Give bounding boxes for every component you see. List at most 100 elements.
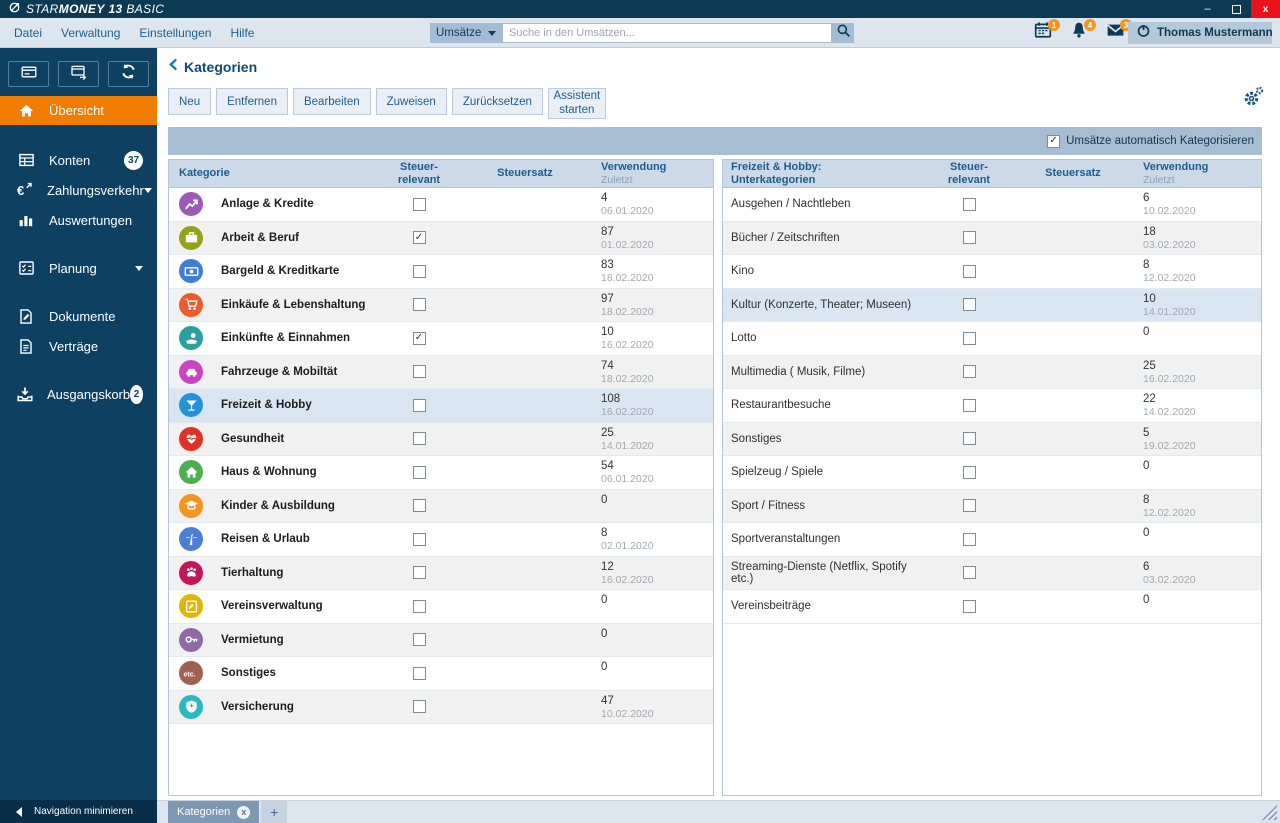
tax-relevant-checkbox[interactable] [962, 298, 976, 312]
menu-item-hilfe[interactable]: Hilfe [230, 25, 255, 40]
sidebar-item-dokumente[interactable]: Dokumente [0, 301, 157, 331]
tax-relevant-checkbox[interactable] [962, 566, 976, 580]
table-row[interactable]: Vereinsverwaltung 0 [169, 590, 713, 624]
restore-button[interactable] [1222, 0, 1251, 18]
zurücksetzen-button[interactable]: Zurücksetzen [451, 88, 543, 115]
table-row[interactable]: Sonstiges 5 19.02.2020 [723, 422, 1261, 456]
column-header-verwendung[interactable]: Verwendung Zuletzt [1143, 160, 1209, 186]
tax-relevant-checkbox[interactable] [412, 331, 426, 345]
sidebar-item-konten[interactable]: Konten 37 [0, 145, 157, 175]
column-header-steuerrelevant[interactable]: Steuer-relevant [397, 160, 441, 186]
table-row[interactable]: etc. Sonstiges 0 [169, 657, 713, 691]
tax-relevant-checkbox[interactable] [412, 465, 426, 479]
tax-relevant-checkbox[interactable] [412, 432, 426, 446]
column-header-steuersatz[interactable]: Steuersatz [1045, 167, 1101, 180]
table-row[interactable]: Lotto 0 [723, 322, 1261, 356]
tax-relevant-checkbox[interactable] [412, 700, 426, 714]
neu-button[interactable]: Neu [168, 88, 212, 115]
table-row[interactable]: Streaming-Dienste (Netflix, Spotify etc.… [723, 556, 1261, 590]
tax-relevant-checkbox[interactable] [962, 532, 976, 546]
tax-relevant-checkbox[interactable] [412, 231, 426, 245]
resize-grip[interactable] [1262, 805, 1277, 820]
table-row[interactable]: Tierhaltung 12 16.02.2020 [169, 556, 713, 590]
search-scope-dropdown[interactable]: Umsätze [430, 23, 502, 43]
table-row[interactable]: Kino 8 12.02.2020 [723, 255, 1261, 289]
tax-relevant-checkbox[interactable] [962, 465, 976, 479]
minimize-button[interactable]: – [1204, 3, 1211, 15]
table-row[interactable]: Gesundheit 25 14.01.2020 [169, 422, 713, 456]
tax-relevant-checkbox[interactable] [412, 599, 426, 613]
sidebar-item-auswertungen[interactable]: Auswertungen [0, 205, 157, 235]
menu-item-verwaltung[interactable]: Verwaltung [61, 25, 121, 40]
column-header-kategorie[interactable]: Kategorie [179, 167, 230, 180]
table-row[interactable]: Kinder & Ausbildung 0 [169, 489, 713, 523]
table-row[interactable]: Sportveranstaltungen 0 [723, 523, 1261, 557]
table-row[interactable]: Anlage & Kredite 4 06.01.2020 [169, 188, 713, 222]
tax-relevant-checkbox[interactable] [412, 499, 426, 513]
table-row[interactable]: Bargeld & Kreditkarte 83 18.02.2020 [169, 255, 713, 289]
user-menu[interactable]: Thomas Mustermann [1128, 22, 1273, 44]
table-row[interactable]: Vereinsbeiträge 0 [723, 590, 1261, 624]
tax-relevant-checkbox[interactable] [962, 499, 976, 513]
sidebar-item-verträge[interactable]: Verträge [0, 331, 157, 361]
tax-relevant-checkbox[interactable] [412, 298, 426, 312]
tax-relevant-checkbox[interactable] [412, 398, 426, 412]
sidebar-item-ausgangskorb[interactable]: Ausgangskorb 2 [0, 379, 157, 409]
mail-button[interactable]: 3 [1104, 19, 1132, 43]
tax-relevant-checkbox[interactable] [412, 264, 426, 278]
table-row[interactable]: Multimedia ( Musik, Filme) 25 16.02.2020 [723, 355, 1261, 389]
column-header-steuersatz[interactable]: Steuersatz [497, 167, 553, 180]
tab-kategorien[interactable]: Kategorien x [168, 801, 260, 823]
back-chevron-icon[interactable] [168, 58, 178, 76]
menu-item-einstellungen[interactable]: Einstellungen [139, 25, 212, 40]
table-row[interactable]: Restaurantbesuche 22 14.02.2020 [723, 389, 1261, 423]
search-button[interactable] [832, 23, 854, 43]
tax-relevant-checkbox[interactable] [962, 365, 976, 379]
card-button[interactable] [8, 61, 49, 87]
new-tab-button[interactable]: + [261, 801, 288, 823]
tax-relevant-checkbox[interactable] [962, 432, 976, 446]
tax-relevant-checkbox[interactable] [412, 633, 426, 647]
table-row[interactable]: Ausgehen / Nachtleben 6 10.02.2020 [723, 188, 1261, 222]
sidebar-item-übersicht[interactable]: Übersicht [0, 96, 157, 125]
card-transfer-button[interactable] [58, 61, 99, 87]
tax-relevant-checkbox[interactable] [962, 331, 976, 345]
sidebar-item-zahlungsverkehr[interactable]: € Zahlungsverkehr [0, 175, 157, 205]
tax-relevant-checkbox[interactable] [412, 197, 426, 211]
table-row[interactable]: Freizeit & Hobby 108 16.02.2020 [169, 389, 713, 423]
tax-relevant-checkbox[interactable] [962, 599, 976, 613]
table-row[interactable]: Einkäufe & Lebenshaltung 97 18.02.2020 [169, 288, 713, 322]
navigation-minimize-button[interactable]: Navigation minimieren [0, 800, 157, 823]
tax-relevant-checkbox[interactable] [412, 566, 426, 580]
close-button[interactable]: x [1251, 0, 1280, 18]
table-row[interactable]: Sport / Fitness 8 12.02.2020 [723, 489, 1261, 523]
auto-categorize-checkbox[interactable] [1047, 134, 1061, 148]
table-row[interactable]: Kultur (Konzerte, Theater; Museen) 10 14.0… [723, 288, 1261, 322]
menu-item-datei[interactable]: Datei [14, 25, 43, 40]
bearbeiten-button[interactable]: Bearbeiten [292, 88, 371, 115]
zuweisen-button[interactable]: Zuweisen [375, 88, 447, 115]
tax-relevant-checkbox[interactable] [412, 666, 426, 680]
search-input[interactable] [502, 23, 832, 43]
column-header-unterkategorien[interactable]: Freizeit & Hobby: Unterkategorien [731, 160, 822, 186]
tax-relevant-checkbox[interactable] [962, 197, 976, 211]
column-header-steuerrelevant[interactable]: Steuer-relevant [947, 160, 991, 186]
tax-relevant-checkbox[interactable] [412, 532, 426, 546]
table-row[interactable]: Fahrzeuge & Mobiltät 74 18.02.2020 [169, 355, 713, 389]
refresh-button[interactable] [108, 61, 149, 87]
column-header-verwendung[interactable]: Verwendung Zuletzt [601, 160, 667, 186]
calendar-button[interactable]: 1 [1032, 19, 1060, 43]
entfernen-button[interactable]: Entfernen [216, 88, 288, 115]
table-row[interactable]: Bücher / Zeitschriften 18 03.02.2020 [723, 221, 1261, 255]
tab-close-icon[interactable]: x [237, 805, 251, 819]
tax-relevant-checkbox[interactable] [962, 231, 976, 245]
table-row[interactable]: Spielzeug / Spiele 0 [723, 456, 1261, 490]
tax-relevant-checkbox[interactable] [412, 365, 426, 379]
bell-button[interactable]: 4 [1068, 19, 1096, 43]
table-row[interactable]: Vermietung 0 [169, 623, 713, 657]
tax-relevant-checkbox[interactable] [962, 264, 976, 278]
tax-relevant-checkbox[interactable] [962, 398, 976, 412]
table-row[interactable]: Haus & Wohnung 54 06.01.2020 [169, 456, 713, 490]
settings-gear-button[interactable] [1242, 86, 1264, 113]
